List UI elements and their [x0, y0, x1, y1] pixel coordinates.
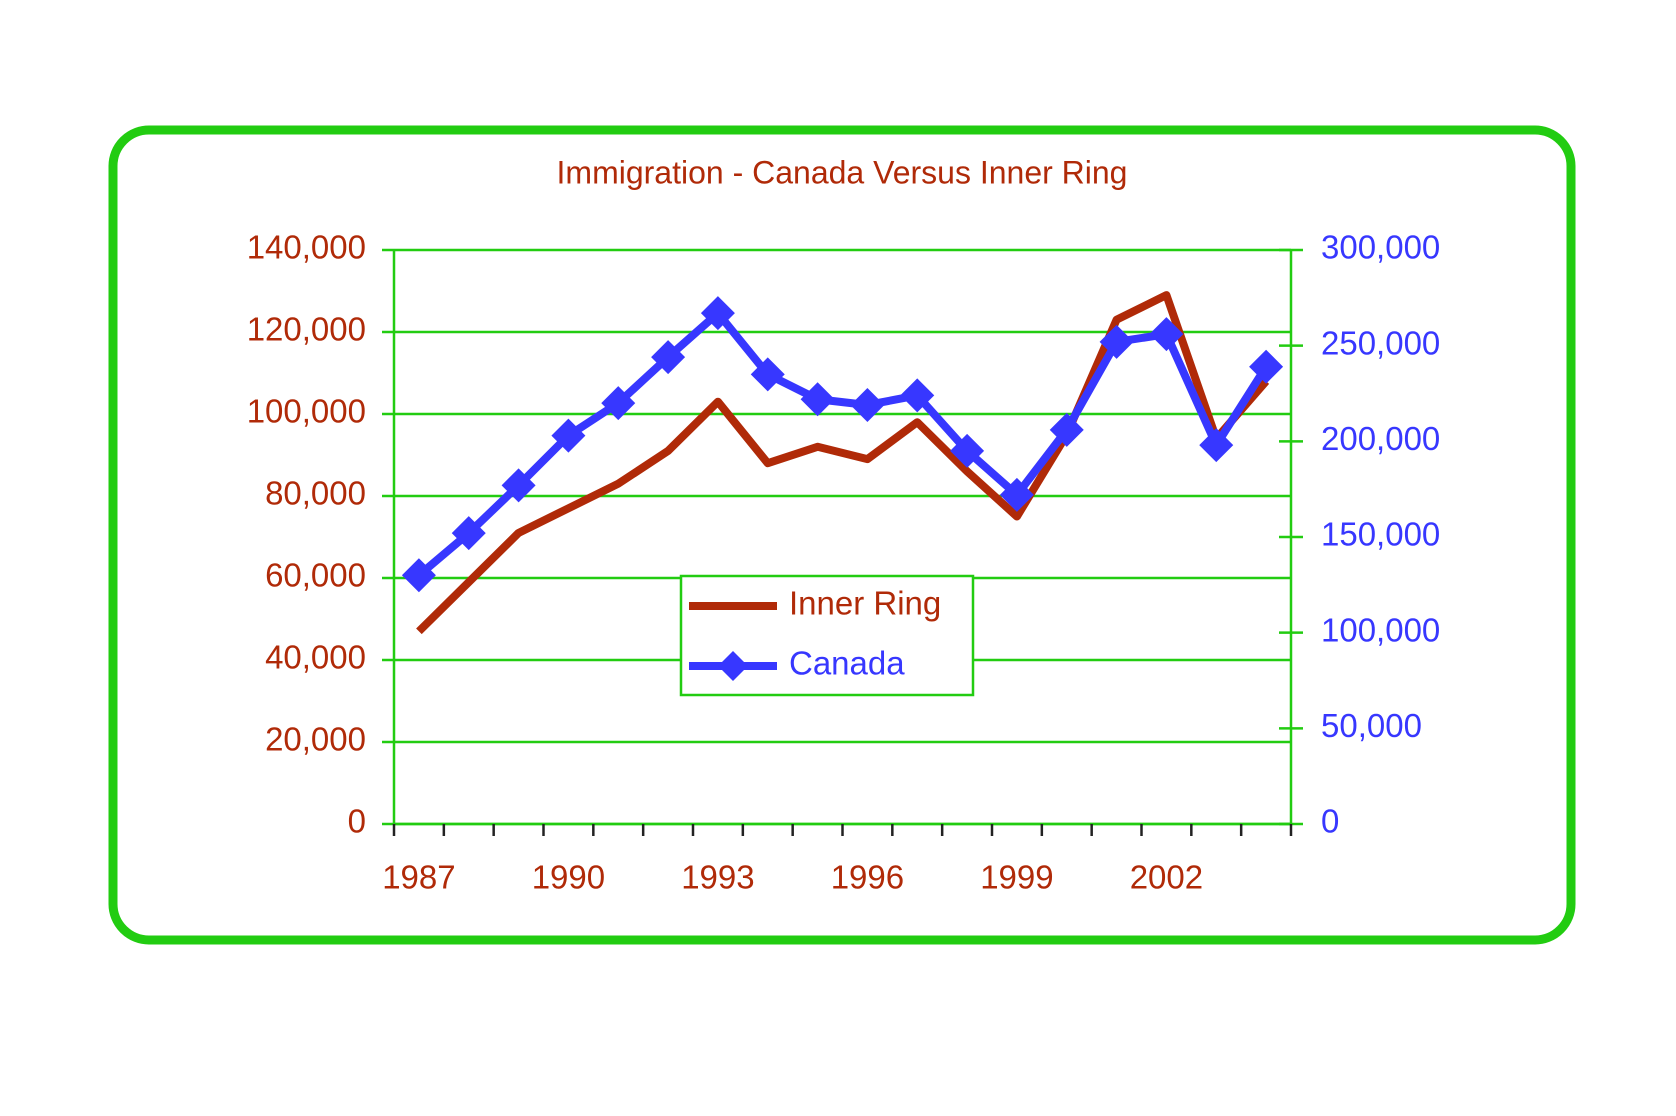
y2-tick-label: 250,000 — [1321, 324, 1440, 361]
marker — [1099, 324, 1134, 359]
marker — [551, 418, 586, 453]
y2-tick-label: 300,000 — [1321, 229, 1440, 266]
legend-label: Inner Ring — [789, 585, 941, 622]
y2-tick-label: 100,000 — [1321, 611, 1440, 648]
chart-title: Immigration - Canada Versus Inner Ring — [557, 154, 1128, 190]
marker — [999, 477, 1034, 512]
y-tick-label: 20,000 — [265, 721, 366, 758]
y2-tick-label: 50,000 — [1321, 707, 1422, 744]
marker — [950, 433, 985, 468]
y-tick-label: 120,000 — [247, 311, 366, 348]
marker — [1249, 349, 1284, 384]
y-tick-label: 40,000 — [265, 639, 366, 676]
legend-marker — [718, 651, 748, 681]
y-tick-label: 0 — [348, 803, 366, 840]
series-line — [416, 291, 1270, 635]
marker — [900, 378, 935, 413]
marker — [700, 296, 735, 331]
y2-tick-label: 0 — [1321, 803, 1339, 840]
marker — [1149, 317, 1184, 352]
marker — [651, 340, 686, 375]
y-tick-label: 100,000 — [247, 393, 366, 430]
x-tick-label: 1993 — [681, 859, 754, 896]
marker — [750, 357, 785, 392]
marker — [451, 516, 486, 551]
x-tick-label: 1987 — [382, 859, 455, 896]
x-tick-label: 1999 — [980, 859, 1053, 896]
y-tick-label: 60,000 — [265, 557, 366, 594]
marker — [850, 387, 885, 422]
y-tick-label: 80,000 — [265, 475, 366, 512]
x-tick-label: 2002 — [1130, 859, 1203, 896]
marker — [601, 386, 636, 421]
y2-tick-label: 200,000 — [1321, 420, 1440, 457]
y-tick-label: 140,000 — [247, 229, 366, 266]
marker — [1199, 428, 1234, 463]
x-tick-label: 1990 — [532, 859, 605, 896]
marker — [1049, 412, 1084, 447]
x-tick-label: 1996 — [831, 859, 904, 896]
marker — [800, 382, 835, 417]
legend-label: Canada — [789, 645, 905, 682]
y2-tick-label: 150,000 — [1321, 516, 1440, 553]
marker — [501, 468, 536, 503]
marker — [401, 558, 436, 593]
